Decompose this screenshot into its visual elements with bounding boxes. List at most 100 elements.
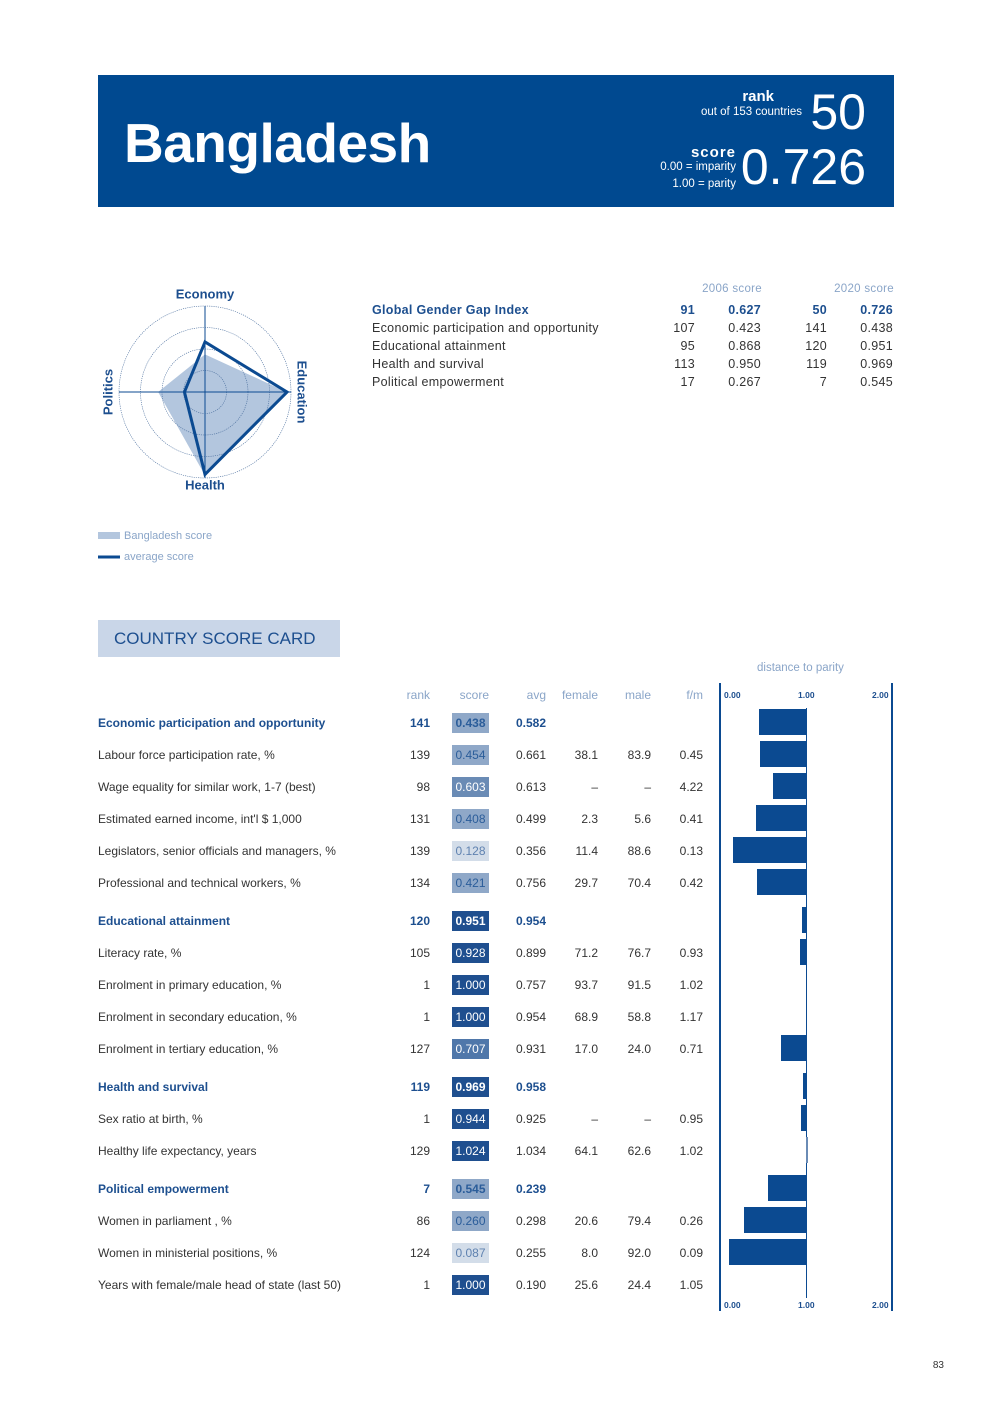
indicator-label: Literacy rate, %: [98, 946, 182, 960]
summary-rank-2020: 7: [819, 375, 827, 389]
female-value: 93.7: [574, 978, 598, 992]
indicator-label: Legislators, senior officials and manage…: [98, 844, 336, 858]
distance-bar: [803, 1073, 806, 1099]
col-2020-header: 2020 score: [834, 283, 894, 295]
female-value: 2.3: [581, 812, 598, 826]
summary-row-label: Health and survival: [372, 357, 485, 371]
radar-label-economy: Economy: [176, 286, 235, 301]
radar-label-politics: Politics: [100, 369, 115, 415]
female-value: 29.7: [574, 876, 598, 890]
rank-value: 134: [409, 876, 430, 890]
summary-score-2006: 0.627: [728, 303, 761, 317]
fm-ratio-value: 1.02: [679, 1144, 703, 1158]
indicator-label: Professional and technical workers, %: [98, 876, 301, 890]
distance-bar: [758, 709, 806, 735]
summary-rank-2020: 119: [806, 357, 827, 371]
avg-value: 0.582: [515, 716, 546, 730]
male-value: 92.0: [627, 1246, 651, 1260]
summary-score-2020: 0.438: [860, 321, 893, 335]
female-value: 68.9: [574, 1010, 598, 1024]
score-parity-note: 1.00 = parity: [672, 178, 736, 190]
avg-value: 0.298: [515, 1214, 546, 1228]
male-value: 76.7: [627, 946, 651, 960]
score-box: 0.421: [452, 873, 489, 893]
distance-bar: [799, 939, 806, 965]
section-label: Health and survival: [98, 1080, 209, 1094]
parity-line: [806, 708, 807, 1298]
score-box: 0.260: [452, 1211, 489, 1231]
male-value: –: [644, 780, 651, 794]
score-box: 0.944: [452, 1109, 489, 1129]
fm-ratio-value: 0.71: [679, 1042, 703, 1056]
avg-value: 0.931: [515, 1042, 546, 1056]
section-label: Educational attainment: [98, 914, 231, 928]
fm-ratio-value: 4.22: [679, 780, 703, 794]
score-box: 1.024: [452, 1141, 489, 1161]
fm-ratio-value: 0.95: [679, 1112, 703, 1126]
rank-value: 139: [409, 844, 430, 858]
indicator-label: Enrolment in tertiary education, %: [98, 1042, 279, 1056]
avg-value: 1.034: [515, 1144, 546, 1158]
score-box: 0.087: [452, 1243, 489, 1263]
avg-value: 0.756: [515, 876, 546, 890]
axis-tick-bottom: 0.00: [724, 1300, 741, 1310]
score-box: 1.000: [452, 1275, 489, 1295]
fm-ratio-value: 0.26: [679, 1214, 703, 1228]
female-value: 20.6: [574, 1214, 598, 1228]
distance-bar: [767, 1175, 806, 1201]
score-box: 0.545: [452, 1179, 489, 1199]
distance-bar: [772, 773, 806, 799]
female-value: 8.0: [581, 1246, 598, 1260]
indicator-label: Women in parliament , %: [98, 1214, 232, 1228]
avg-value: 0.190: [515, 1278, 546, 1292]
rank-value: 86: [416, 1214, 430, 1228]
rank-value: 1: [423, 1278, 430, 1292]
axis-left-line: [719, 683, 721, 1311]
axis-tick-bottom: 1.00: [798, 1300, 815, 1310]
male-value: 91.5: [627, 978, 651, 992]
distance-bar: [743, 1207, 806, 1233]
rank-value: 1: [423, 1112, 430, 1126]
distance-bar: [732, 837, 806, 863]
header-avg: avg: [526, 688, 546, 702]
indicator-label: Healthy life expectancy, years: [98, 1144, 257, 1158]
summary-row-label: Global Gender Gap Index: [372, 303, 529, 317]
avg-value: 0.661: [515, 748, 546, 762]
rank-value: 105: [409, 946, 430, 960]
summary-row-label: Educational attainment: [372, 339, 506, 353]
axis-tick-top: 1.00: [798, 690, 815, 700]
male-value: 24.4: [627, 1278, 651, 1292]
female-value: –: [591, 780, 598, 794]
score-box: 0.128: [452, 841, 489, 861]
header-rank: rank: [406, 688, 430, 702]
avg-value: 0.954: [515, 1010, 546, 1024]
rank-value: 129: [409, 1144, 430, 1158]
avg-value: 0.239: [515, 1182, 546, 1196]
male-value: 79.4: [627, 1214, 651, 1228]
legend-average-label: average score: [124, 551, 194, 563]
summary-rank-2020: 141: [805, 321, 827, 335]
score-box: 1.000: [452, 975, 489, 995]
rank-value: 127: [409, 1042, 430, 1056]
axis-tick-top: 2.00: [872, 690, 889, 700]
male-value: 88.6: [627, 844, 651, 858]
fm-ratio-value: 0.45: [679, 748, 703, 762]
indicator-label: Enrolment in secondary education, %: [98, 1010, 297, 1024]
male-value: –: [644, 1112, 651, 1126]
indicator-label: Years with female/male head of state (la…: [98, 1278, 342, 1292]
header-score: score: [459, 688, 489, 702]
male-value: 83.9: [627, 748, 651, 762]
score-box: 0.928: [452, 943, 489, 963]
indicator-label: Enrolment in primary education, %: [98, 978, 282, 992]
male-value: 62.6: [627, 1144, 651, 1158]
female-value: 11.4: [575, 844, 598, 858]
summary-score-2006: 0.267: [728, 375, 761, 389]
avg-value: 0.613: [515, 780, 546, 794]
summary-score-2006: 0.950: [728, 357, 761, 371]
summary-row-label: Political empowerment: [372, 375, 505, 389]
summary-rank-2020: 50: [812, 303, 827, 317]
summary-rank-2006: 95: [680, 339, 695, 353]
summary-score-2006: 0.423: [728, 321, 761, 335]
